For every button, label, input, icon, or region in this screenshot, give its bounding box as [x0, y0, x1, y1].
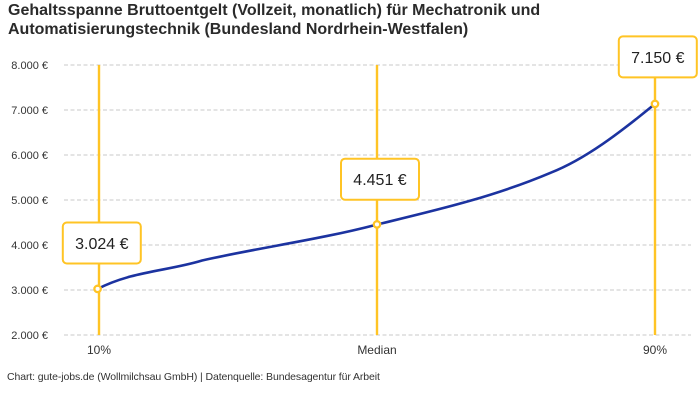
svg-text:3.024 €: 3.024 €	[75, 236, 128, 253]
svg-text:3.000 €: 3.000 €	[11, 285, 48, 297]
svg-text:7.150 €: 7.150 €	[631, 50, 684, 67]
svg-text:10%: 10%	[87, 343, 111, 357]
svg-text:8.000 €: 8.000 €	[11, 60, 48, 72]
svg-text:6.000 €: 6.000 €	[11, 150, 48, 162]
svg-text:5.000 €: 5.000 €	[11, 195, 48, 207]
svg-text:90%: 90%	[643, 343, 667, 357]
svg-text:2.000 €: 2.000 €	[11, 330, 48, 342]
svg-text:7.000 €: 7.000 €	[11, 105, 48, 117]
svg-text:4.451 €: 4.451 €	[353, 172, 406, 189]
svg-text:Median: Median	[357, 343, 396, 357]
svg-text:4.000 €: 4.000 €	[11, 240, 48, 252]
